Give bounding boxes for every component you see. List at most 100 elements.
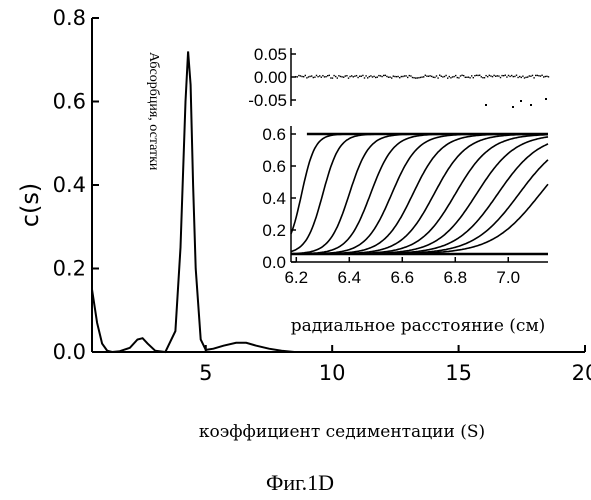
residual-point [460, 75, 461, 76]
residual-point [354, 75, 355, 76]
residual-point [399, 77, 400, 78]
residual-point [484, 77, 485, 78]
residual-point [506, 76, 507, 77]
residual-point [393, 75, 394, 76]
residual-point [305, 75, 306, 76]
residual-tick-label: -0.05 [248, 91, 287, 110]
residual-point [396, 76, 397, 77]
residual-point [295, 76, 296, 77]
residual-point [521, 77, 522, 78]
residual-point [370, 75, 371, 76]
profile-panel: 0.00.20.40.60.66.26.46.66.87.0 [262, 125, 548, 287]
residual-point [541, 75, 542, 76]
residual-point [364, 77, 365, 78]
residual-point [346, 75, 347, 76]
residual-point [359, 76, 360, 77]
residual-point [324, 76, 325, 77]
residual-tick-label: 0.00 [254, 68, 287, 87]
residual-point [381, 76, 382, 77]
y-tick-label: 0.0 [53, 340, 86, 364]
residual-point [349, 76, 350, 77]
residual-point [533, 77, 534, 78]
residual-point [495, 76, 496, 77]
residual-point [309, 76, 310, 77]
residual-point [332, 77, 333, 78]
residual-point [327, 75, 328, 76]
x-tick-label: 15 [445, 361, 472, 385]
residual-point [481, 76, 482, 77]
residual-point [404, 75, 405, 76]
residual-point [538, 75, 539, 76]
residual-point [490, 75, 491, 76]
residual-point [412, 77, 413, 78]
residual-point [543, 76, 544, 77]
residual-point [333, 75, 334, 76]
residual-point [330, 77, 331, 78]
residual-point [437, 77, 438, 78]
residual-point [314, 76, 315, 77]
main-axes [92, 18, 585, 352]
residual-point [317, 76, 318, 77]
residual-point [356, 75, 357, 76]
residual-point [455, 75, 456, 76]
profile-y-tick-label: 0.0 [262, 253, 286, 272]
y-tick-label: 0.2 [53, 257, 86, 281]
residual-point [306, 77, 307, 78]
residual-point [485, 75, 486, 76]
residual-point [301, 76, 302, 77]
residual-point [476, 75, 477, 76]
profile-y-tick-label: 0.6 [262, 125, 286, 144]
residual-point [415, 77, 416, 78]
residual-point [474, 75, 475, 76]
residual-point [353, 76, 354, 77]
residual-point [516, 75, 517, 76]
profile-x-tick-label: 6.4 [337, 268, 361, 287]
residual-point [402, 76, 403, 77]
y-tick-label: 0.6 [53, 90, 86, 114]
residual-point [322, 75, 323, 76]
x-axis-label: коэффициент седиментации (S) [199, 422, 485, 442]
residual-point [431, 76, 432, 77]
residual-point [428, 76, 429, 77]
residual-point [362, 75, 363, 76]
residual-point [420, 77, 421, 78]
residual-point [445, 75, 446, 76]
residual-point [308, 76, 309, 77]
figure-caption: Фиг.1D [266, 470, 334, 495]
residual-point [313, 77, 314, 78]
residual-point [367, 77, 368, 78]
x-tick-label: 5 [199, 361, 212, 385]
residual-point [444, 76, 445, 77]
y-tick-label: 0.8 [53, 6, 86, 30]
residual-point [394, 76, 395, 77]
residual-point [340, 76, 341, 77]
residual-point [319, 75, 320, 76]
residual-point [468, 76, 469, 77]
residual-point [297, 76, 298, 77]
residual-point [466, 77, 467, 78]
x-tick-label: 20 [572, 361, 591, 385]
residual-point [489, 75, 490, 76]
residual-point [529, 75, 530, 76]
profile-x-tick-label: 7.0 [496, 268, 520, 287]
residual-point [407, 77, 408, 78]
inset-chart: Абсорбция, остатки 0.050.00-0.05 0.00.20… [146, 45, 549, 336]
main-series-line [92, 51, 572, 352]
residual-point [493, 75, 494, 76]
residual-point [389, 76, 390, 77]
residual-point [316, 75, 317, 76]
boundary-profile [291, 137, 548, 254]
residual-point [500, 77, 501, 78]
residual-point [447, 77, 448, 78]
residual-point [338, 75, 339, 76]
residual-point [503, 75, 504, 76]
residual-outlier [545, 98, 547, 100]
residual-point [303, 76, 304, 77]
residual-point [375, 77, 376, 78]
residual-point [343, 77, 344, 78]
residual-point [413, 77, 414, 78]
residual-point [441, 76, 442, 77]
residual-point [482, 77, 483, 78]
residual-point [426, 75, 427, 76]
residual-point [329, 75, 330, 76]
